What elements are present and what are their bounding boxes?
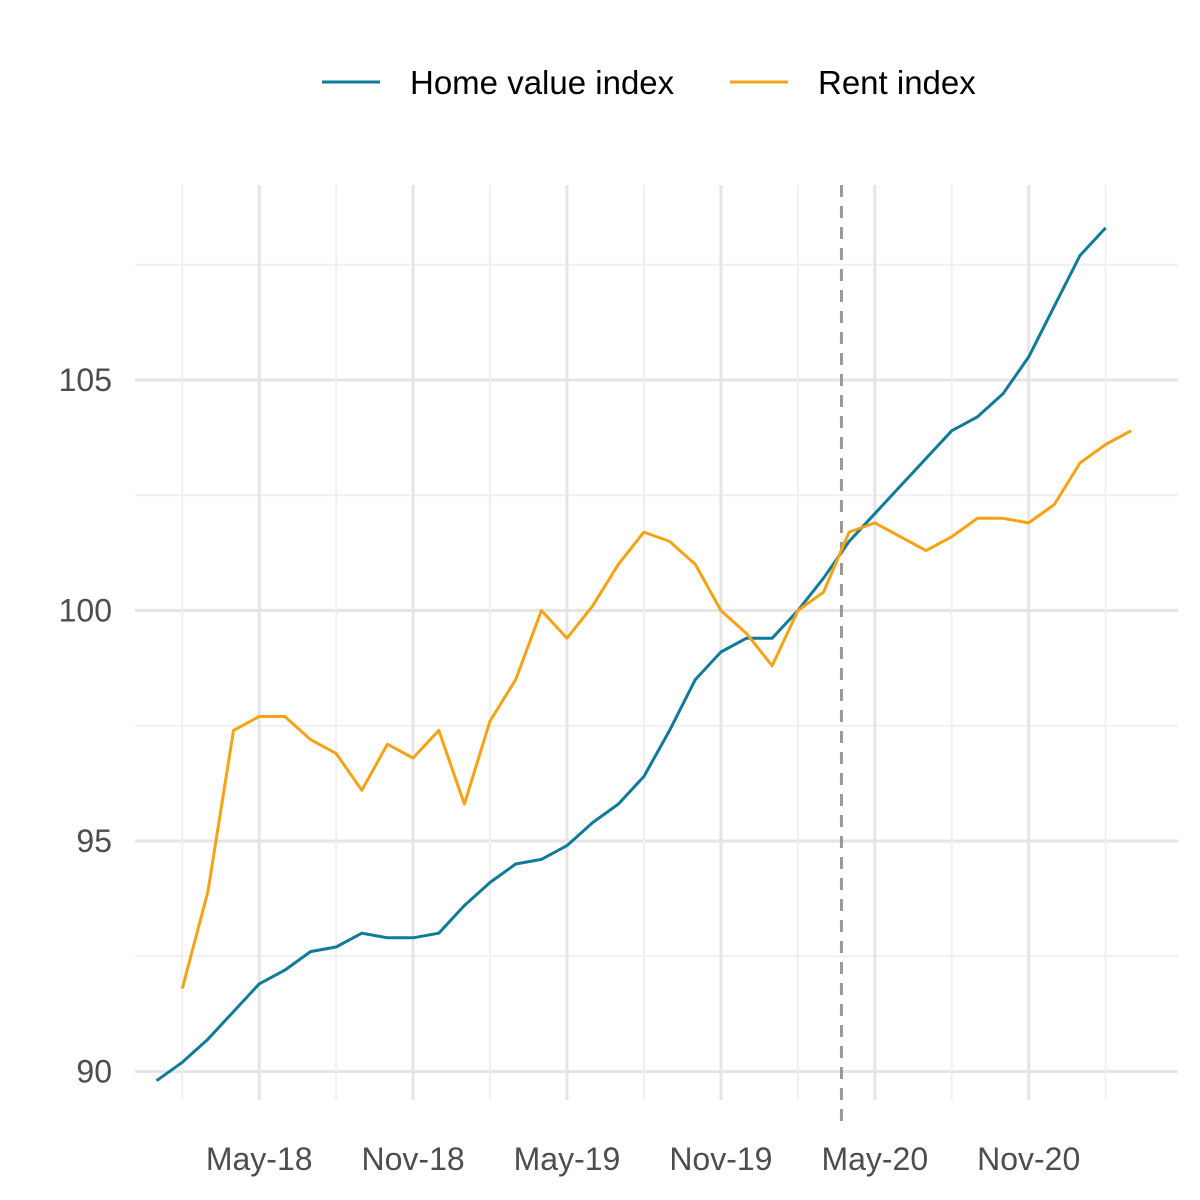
y-axis: 90 95 100 105 xyxy=(59,362,112,1090)
x-tick-label: Nov-18 xyxy=(362,1141,465,1177)
y-tick-label: 95 xyxy=(76,823,112,859)
series-group xyxy=(155,226,1133,1082)
y-tick-label: 105 xyxy=(59,362,112,398)
series-line-home-value-index xyxy=(155,226,1107,1082)
x-tick-label: May-19 xyxy=(514,1141,621,1177)
legend-label-rent: Rent index xyxy=(818,64,976,101)
y-tick-label: 100 xyxy=(59,593,112,629)
x-tick-label: Nov-19 xyxy=(669,1141,772,1177)
legend-label-home-value: Home value index xyxy=(410,64,675,101)
y-tick-label: 90 xyxy=(76,1054,112,1090)
x-tick-label: May-20 xyxy=(821,1141,928,1177)
legend: Home value index Rent index xyxy=(322,64,976,101)
x-tick-label: Nov-20 xyxy=(977,1141,1080,1177)
series-line-rent-index xyxy=(180,429,1133,989)
x-tick-label: May-18 xyxy=(206,1141,313,1177)
grid xyxy=(135,185,1178,1100)
x-axis: May-18 Nov-18 May-19 Nov-19 May-20 Nov-20 xyxy=(206,1141,1080,1177)
